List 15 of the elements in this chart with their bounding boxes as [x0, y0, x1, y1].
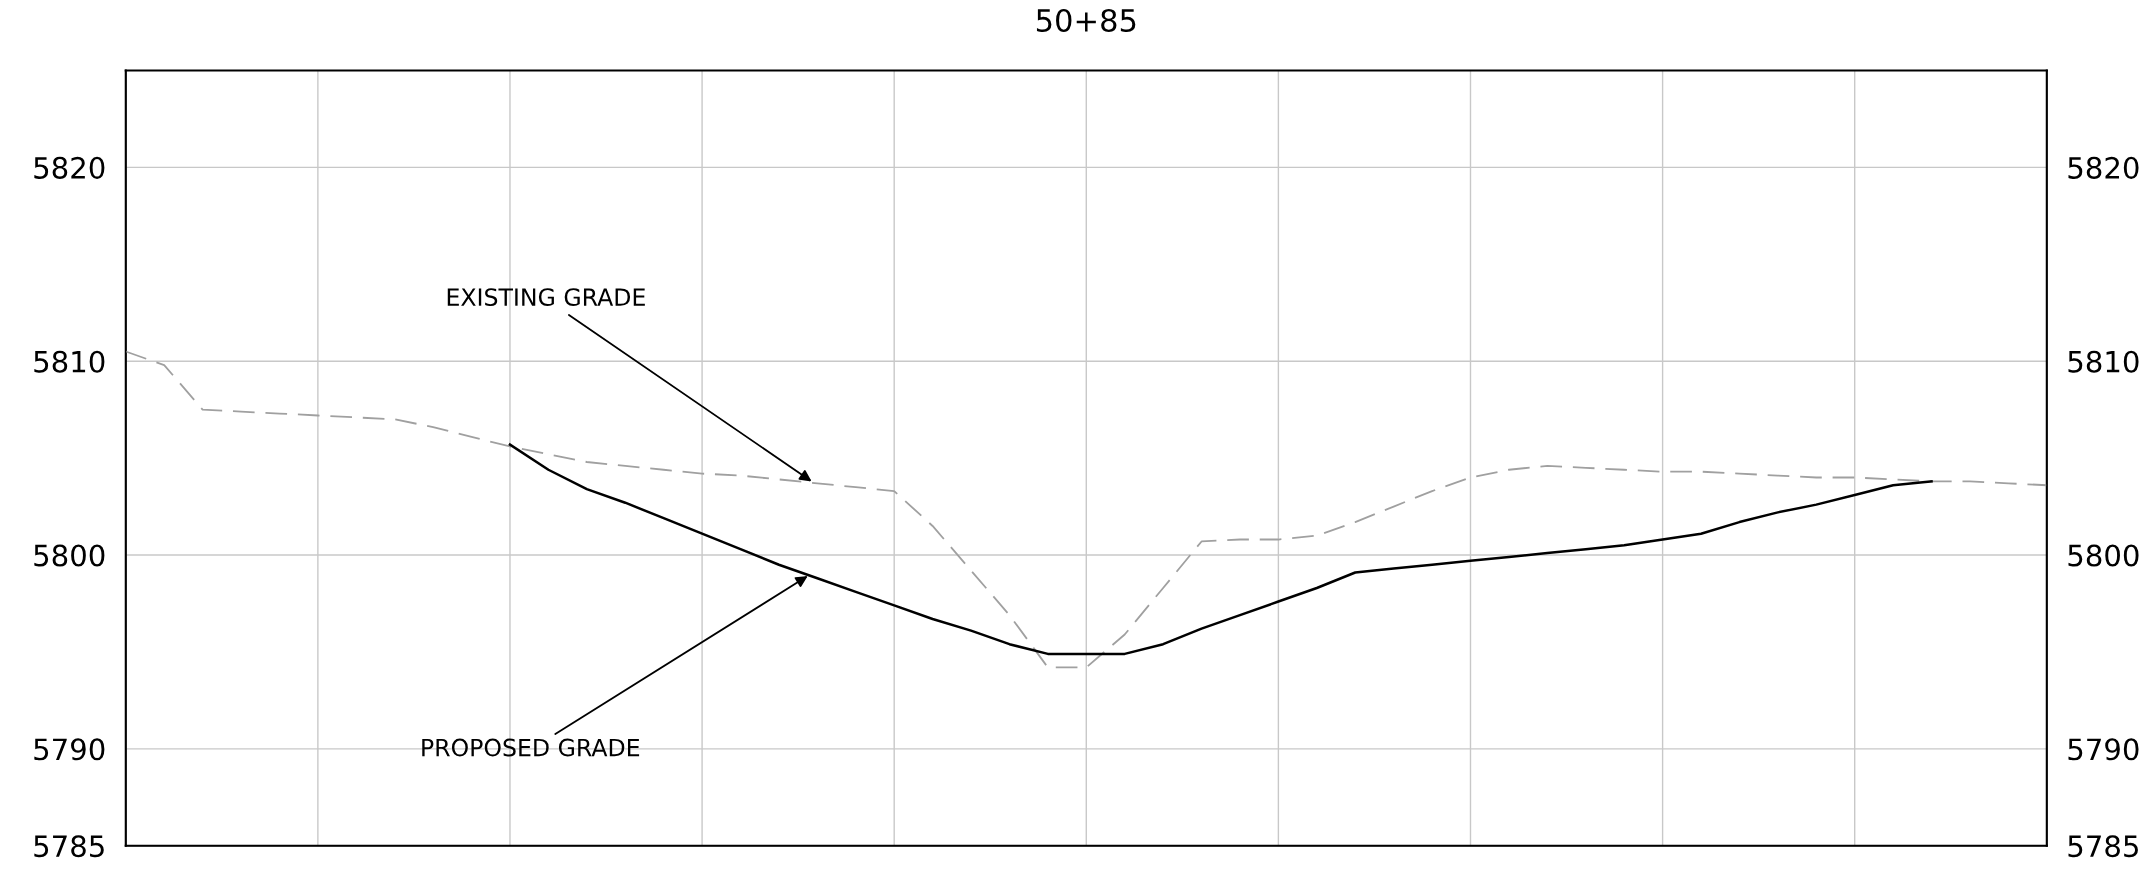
y2-tick-label: 5820: [2068, 156, 2139, 179]
y-tick-label: 5790: [34, 738, 105, 761]
y-tick-label: 5810: [34, 350, 105, 373]
y2-tick-label: 5800: [2068, 544, 2139, 567]
annotation: EXISTING GRADE: [447, 288, 645, 307]
annotation: PROPOSED GRADE: [422, 738, 640, 757]
y-tick-label: 5800: [34, 544, 105, 567]
y-tick-label: 5820: [34, 156, 105, 179]
y2-tick-label: 5810: [2068, 350, 2139, 373]
y2-tick-label: 5785: [2068, 835, 2138, 858]
y-tick-label: 5785: [34, 835, 104, 858]
y2-tick-label: 5790: [2068, 738, 2139, 761]
line-series: [125, 350, 2047, 669]
line-series: [508, 443, 1933, 656]
chart-title: 50+85: [1036, 8, 1136, 33]
